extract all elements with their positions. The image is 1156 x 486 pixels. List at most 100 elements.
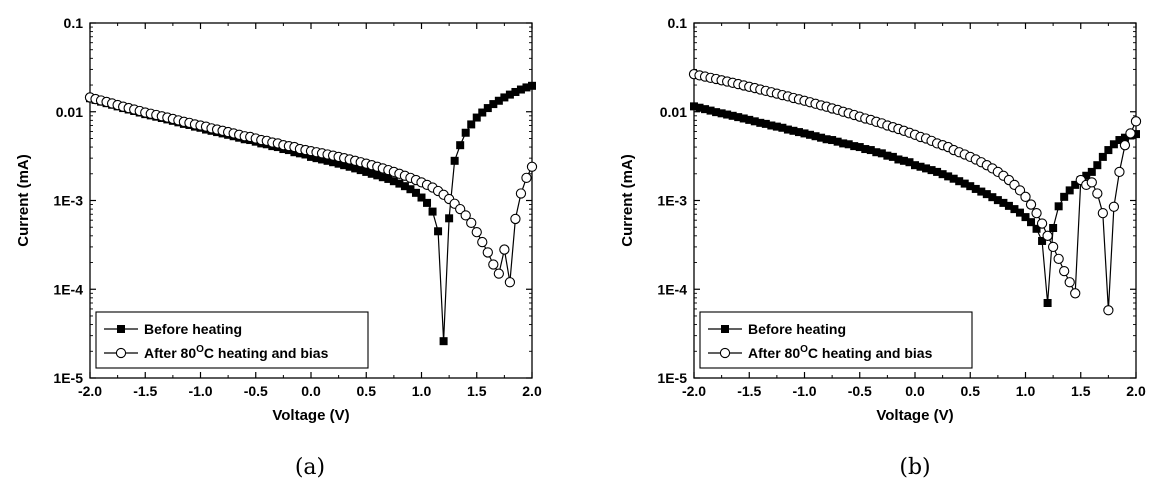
data-point-square — [445, 214, 454, 223]
data-point-square — [839, 139, 848, 148]
data-point-square — [861, 145, 870, 154]
legend-marker-square — [721, 325, 729, 333]
x-tick-label: -1.5 — [133, 383, 157, 399]
data-point-square — [1120, 133, 1129, 142]
data-point-square — [706, 106, 715, 115]
data-point-square — [1093, 161, 1102, 170]
data-point-square — [701, 105, 710, 114]
data-point-square — [494, 96, 503, 105]
data-point-square — [340, 161, 349, 170]
data-point-square — [307, 152, 315, 161]
data-point-circle — [1092, 188, 1103, 199]
data-point-square — [516, 85, 525, 94]
legend-box — [699, 311, 973, 369]
data-point-square — [406, 185, 415, 194]
y-tick-label: 1E-5 — [657, 370, 687, 386]
data-point-square — [789, 126, 798, 135]
data-point-square — [439, 337, 448, 346]
legend-marker-square — [117, 325, 125, 333]
data-point-square — [894, 155, 903, 164]
data-point-circle — [1053, 253, 1064, 265]
data-point-square — [1015, 208, 1024, 217]
data-point-square — [483, 104, 492, 113]
data-point-square — [833, 137, 842, 146]
x-axis-label: Voltage (V) — [876, 407, 953, 424]
data-point-square — [855, 143, 864, 152]
data-point-square — [505, 90, 514, 99]
data-point-square — [1054, 202, 1063, 211]
panel-label: (a) — [295, 455, 325, 480]
data-point-square — [977, 187, 986, 196]
y-tick-label: 0.1 — [64, 15, 84, 31]
data-point-square — [988, 193, 997, 202]
data-point-square — [960, 179, 969, 188]
data-point-square — [971, 184, 980, 193]
data-point-square — [822, 135, 831, 144]
data-point-square — [728, 111, 737, 120]
data-point-square — [888, 152, 897, 161]
x-tick-label: -1.0 — [188, 383, 212, 399]
data-point-square — [1027, 218, 1036, 227]
x-tick-label: 1.0 — [412, 383, 432, 399]
data-point-square — [1098, 152, 1107, 161]
data-point-square — [1109, 140, 1118, 149]
data-point-circle — [526, 161, 538, 172]
data-point-square — [756, 118, 765, 127]
y-tick-label: 1E-3 — [53, 193, 83, 209]
data-point-square — [1065, 186, 1074, 195]
y-tick-label: 1E-3 — [657, 193, 687, 209]
x-tick-label: -2.0 — [682, 383, 706, 399]
data-point-square — [1004, 201, 1013, 210]
data-point-square — [916, 162, 925, 171]
data-point-square — [528, 81, 536, 90]
data-point-square — [1049, 223, 1058, 232]
data-point-square — [395, 179, 404, 188]
data-point-square — [883, 151, 892, 160]
series-line — [89, 96, 533, 283]
data-point-circle — [1042, 230, 1053, 241]
data-point-circle — [1014, 185, 1026, 196]
data-point-square — [690, 102, 698, 111]
data-point-square — [373, 171, 382, 180]
data-point-square — [955, 177, 964, 186]
data-point-circle — [1031, 208, 1042, 219]
x-tick-label: -0.5 — [848, 383, 872, 399]
data-point-square — [933, 167, 942, 176]
x-tick-label: 2.0 — [522, 383, 542, 399]
data-point-square — [817, 133, 826, 142]
legend-box — [95, 311, 369, 369]
data-point-square — [312, 154, 321, 163]
x-tick-label: 2.0 — [1126, 383, 1146, 399]
data-point-square — [1032, 224, 1041, 233]
data-point-square — [712, 108, 721, 117]
data-point-square — [828, 136, 837, 145]
data-point-square — [378, 173, 387, 182]
data-point-square — [1115, 136, 1124, 145]
data-point-circle — [460, 210, 471, 221]
legend-label: Before heating — [748, 321, 846, 337]
series-2 — [688, 69, 1142, 316]
legend-label: After 80OC heating and bias — [748, 344, 933, 361]
chart-panel-2: -2.0 -1.5 -1.0 -0.5 0.0 0.5 1.0 1.5 2.0 1E-5 1E-4 1… — [619, 15, 1146, 480]
x-tick-label: -0.5 — [244, 383, 268, 399]
data-point-square — [1132, 130, 1140, 139]
data-point-square — [456, 141, 465, 150]
data-point-square — [428, 207, 437, 216]
data-point-square — [1071, 180, 1080, 189]
data-point-square — [318, 155, 327, 164]
data-point-square — [695, 103, 704, 112]
data-point-square — [1010, 205, 1019, 214]
data-point-square — [400, 182, 409, 191]
data-point-square — [966, 182, 975, 191]
y-tick-label: 0.01 — [660, 104, 687, 120]
data-point-square — [434, 227, 443, 236]
data-point-square — [750, 117, 759, 126]
y-tick-label: 0.1 — [668, 15, 688, 31]
legend: Before heating After 80OC heating and bia… — [699, 311, 973, 369]
data-point-square — [362, 167, 371, 176]
data-point-square — [1087, 167, 1096, 176]
panel-label: (b) — [899, 455, 930, 480]
data-point-square — [423, 198, 432, 207]
x-tick-label: 1.5 — [467, 383, 487, 399]
